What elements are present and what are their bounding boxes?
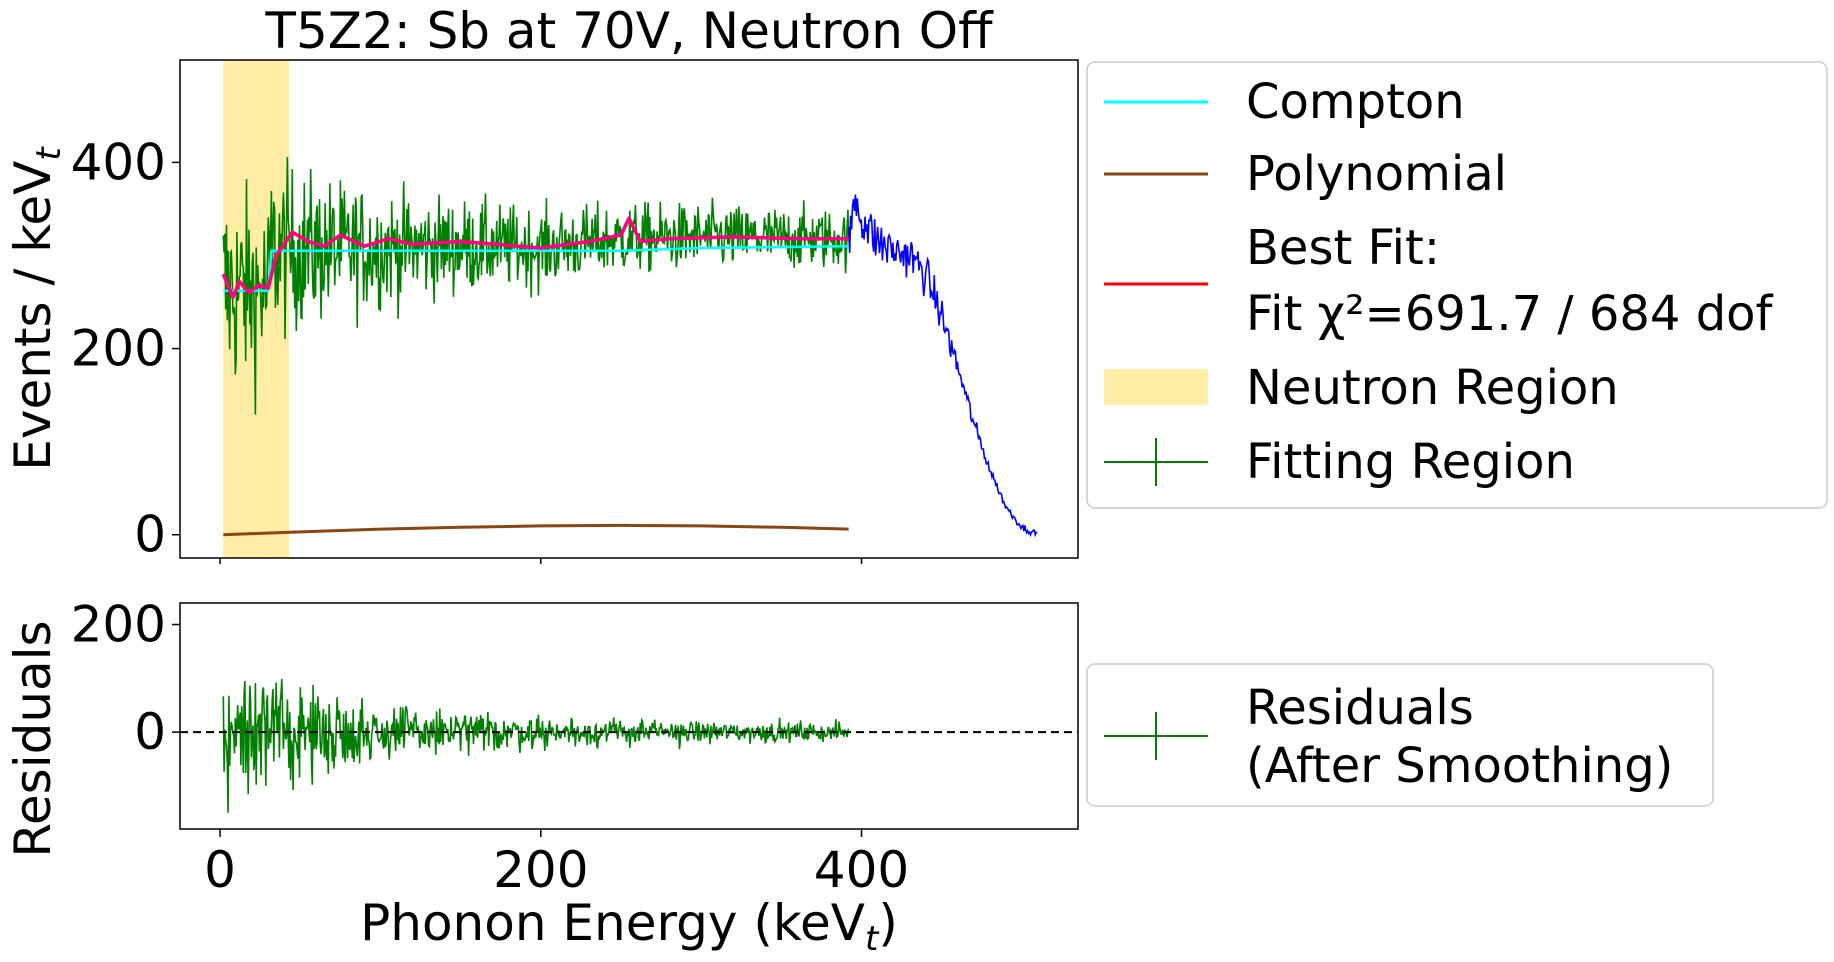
main-legend: Compton Polynomial Best Fit: Fit χ²=691.…: [1086, 61, 1828, 509]
main-plot-area: [221, 60, 1038, 558]
best-fit-overlay-line: [221, 216, 849, 299]
residuals-legend: Residuals (After Smoothing): [1086, 663, 1714, 807]
polynomial-line: [223, 523, 849, 537]
x-axis-label: Phonon Energy (keVt): [360, 894, 898, 959]
legend-label-fitting-region: Fitting Region: [1246, 434, 1575, 490]
x-tick-label: 400: [814, 841, 909, 899]
legend-swatch-neutron-region: [1104, 369, 1208, 405]
chart-title: T5Z2: Sb at 70V, Neutron Off: [264, 2, 994, 60]
residuals-x-ticks: 0 200 400: [204, 829, 909, 899]
main-chart: T5Z2: Sb at 70V, Neutron Off 0 200 400 Eve…: [4, 2, 1079, 564]
compton-line: [223, 244, 849, 293]
residuals-data: [222, 678, 850, 813]
residuals-plot-frame: [179, 602, 1079, 830]
legend-label-best-fit: Best Fit:: [1246, 220, 1440, 276]
residuals-y-tick-label: 200: [71, 596, 166, 654]
main-plot-frame: [179, 59, 1079, 559]
legend-label-polynomial: Polynomial: [1246, 146, 1507, 202]
legend-swatch-residuals: [1104, 712, 1208, 760]
residuals-legend-frame: [1086, 663, 1714, 807]
legend-swatch-fitting-region: [1104, 438, 1208, 486]
residuals-y-ticks: 0 200: [71, 596, 180, 761]
x-tick-label: 0: [204, 841, 236, 899]
main-legend-frame: [1086, 61, 1828, 509]
main-y-ticks: 0 200 400: [71, 133, 863, 564]
legend-label-neutron-region: Neutron Region: [1246, 360, 1619, 416]
out-of-fit-data: [847, 194, 1038, 538]
residuals-y-tick-label: 0: [134, 703, 166, 761]
main-y-tick-label: 400: [71, 133, 166, 191]
residuals-y-axis-label: Residuals: [4, 620, 62, 857]
main-y-tick-label: 0: [134, 506, 166, 564]
legend-label-best-fit-chi2: Fit χ²=691.7 / 684 dof: [1246, 286, 1774, 342]
x-tick-label: 200: [493, 841, 588, 899]
legend-label-residuals: Residuals: [1246, 680, 1474, 736]
legend-label-compton: Compton: [1246, 74, 1465, 130]
main-y-tick-label: 200: [71, 320, 166, 378]
main-y-axis-label: Events / keVt: [4, 146, 69, 471]
legend-label-residuals-line2: (After Smoothing): [1246, 738, 1673, 794]
fitting-region-data: [222, 156, 850, 415]
residuals-chart: 0 200 0 200 400 Residuals Phonon Energy (ke…: [4, 596, 1079, 959]
residuals-plot-area: [180, 678, 1078, 813]
